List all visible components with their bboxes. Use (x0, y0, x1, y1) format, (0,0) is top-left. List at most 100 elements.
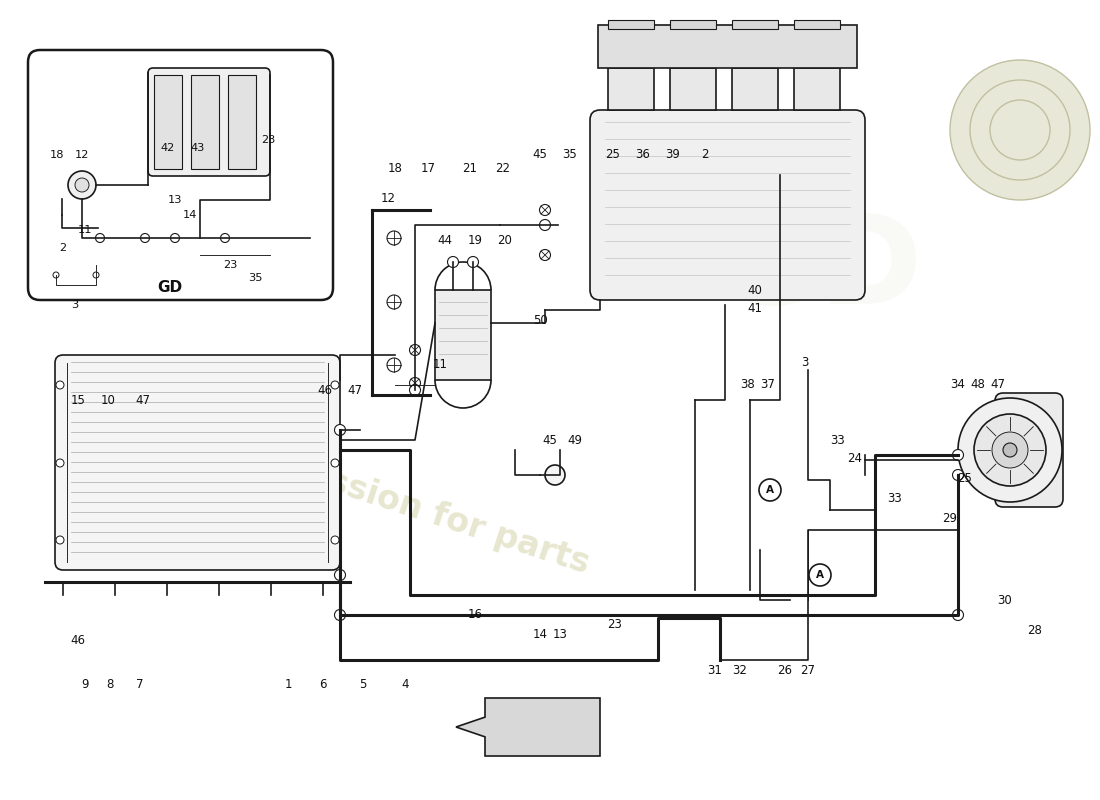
Text: 23: 23 (607, 618, 623, 631)
Bar (794, 20, 840, 29)
Text: 47: 47 (135, 394, 151, 406)
Bar (732, 68, 778, 110)
FancyBboxPatch shape (996, 393, 1063, 507)
Text: GD: GD (157, 279, 183, 294)
Circle shape (387, 231, 402, 245)
Text: 34: 34 (950, 378, 966, 391)
Text: 40: 40 (748, 283, 762, 297)
Text: 30: 30 (998, 594, 1012, 606)
Text: 6: 6 (319, 678, 327, 691)
Circle shape (75, 178, 89, 192)
Text: 13: 13 (167, 195, 183, 205)
Text: 25: 25 (606, 149, 620, 162)
Text: 44: 44 (438, 234, 452, 246)
Circle shape (974, 414, 1046, 486)
Text: 45: 45 (542, 434, 558, 446)
Text: 23: 23 (261, 135, 275, 145)
Text: 4: 4 (402, 678, 409, 691)
Text: 1: 1 (284, 678, 292, 691)
Text: a passion for parts: a passion for parts (246, 440, 593, 580)
Circle shape (68, 171, 96, 199)
Text: 9: 9 (81, 678, 89, 691)
Text: 8: 8 (107, 678, 113, 691)
Text: 29: 29 (943, 511, 957, 525)
Text: 16: 16 (468, 609, 483, 622)
Circle shape (53, 272, 59, 278)
Circle shape (958, 398, 1062, 502)
Circle shape (539, 205, 550, 215)
Text: 47: 47 (990, 378, 1005, 391)
Bar (154, 75, 182, 169)
Circle shape (56, 459, 64, 467)
Circle shape (334, 570, 345, 581)
Text: A: A (766, 485, 774, 495)
Circle shape (953, 610, 964, 621)
FancyBboxPatch shape (28, 50, 333, 300)
Text: 13: 13 (552, 629, 568, 642)
Circle shape (990, 100, 1050, 160)
Bar (608, 68, 654, 110)
Circle shape (331, 536, 339, 544)
Text: 42: 42 (161, 143, 175, 153)
Circle shape (539, 219, 550, 230)
Text: 2: 2 (702, 149, 708, 162)
Text: 41: 41 (748, 302, 762, 314)
Text: A: A (816, 570, 824, 580)
Text: 24: 24 (847, 451, 862, 465)
Text: 32: 32 (733, 663, 747, 677)
Circle shape (759, 479, 781, 501)
Bar (434, 290, 491, 380)
Text: 35: 35 (562, 149, 578, 162)
Text: 28: 28 (1027, 623, 1043, 637)
Circle shape (539, 250, 550, 261)
Text: 38: 38 (740, 378, 756, 391)
Circle shape (94, 272, 99, 278)
Text: 46: 46 (318, 383, 332, 397)
Circle shape (409, 378, 420, 389)
Bar (228, 75, 256, 169)
Text: 49: 49 (568, 434, 583, 446)
Circle shape (331, 381, 339, 389)
Text: 21: 21 (462, 162, 477, 174)
Text: 7: 7 (136, 678, 144, 691)
Bar (191, 75, 219, 169)
Text: 31: 31 (707, 663, 723, 677)
Text: 14: 14 (183, 210, 197, 220)
Circle shape (970, 80, 1070, 180)
Circle shape (544, 465, 565, 485)
Circle shape (96, 234, 104, 242)
Text: 3: 3 (72, 300, 78, 310)
Circle shape (950, 60, 1090, 200)
Circle shape (1003, 443, 1018, 457)
Circle shape (953, 450, 964, 461)
Circle shape (334, 610, 345, 621)
Text: 18: 18 (387, 162, 403, 174)
Circle shape (56, 536, 64, 544)
Circle shape (953, 470, 964, 481)
Text: 18: 18 (50, 150, 64, 160)
Text: 36: 36 (636, 149, 650, 162)
Circle shape (808, 564, 830, 586)
Text: 25: 25 (958, 471, 972, 485)
Text: 11: 11 (78, 225, 92, 235)
FancyBboxPatch shape (55, 355, 340, 570)
Text: 23: 23 (223, 260, 238, 270)
Text: 48: 48 (970, 378, 986, 391)
Bar (608, 20, 654, 29)
Circle shape (468, 257, 478, 267)
FancyBboxPatch shape (148, 68, 270, 176)
Circle shape (334, 425, 345, 435)
Text: GD: GD (988, 111, 1052, 149)
Text: 33: 33 (888, 491, 902, 505)
Circle shape (331, 459, 339, 467)
Bar (598, 25, 857, 68)
Text: GD: GD (717, 210, 923, 330)
Bar (794, 68, 840, 110)
Text: 27: 27 (801, 663, 815, 677)
Text: 20: 20 (497, 234, 513, 246)
Circle shape (56, 381, 64, 389)
Text: 12: 12 (75, 150, 89, 160)
Text: 43: 43 (190, 143, 206, 153)
Text: 35: 35 (248, 273, 262, 283)
Text: 50: 50 (532, 314, 548, 326)
